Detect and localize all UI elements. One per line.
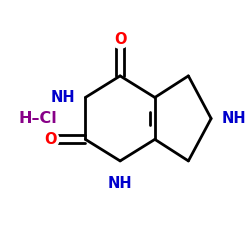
Circle shape [220, 104, 248, 133]
Text: NH: NH [50, 90, 75, 105]
Text: O: O [44, 132, 57, 147]
Circle shape [48, 83, 77, 112]
Text: O: O [114, 32, 126, 48]
Text: NH: NH [222, 111, 246, 126]
Text: NH: NH [108, 176, 132, 191]
Circle shape [107, 170, 133, 197]
Circle shape [42, 131, 59, 148]
Circle shape [112, 32, 128, 48]
Text: H–Cl: H–Cl [18, 111, 57, 126]
